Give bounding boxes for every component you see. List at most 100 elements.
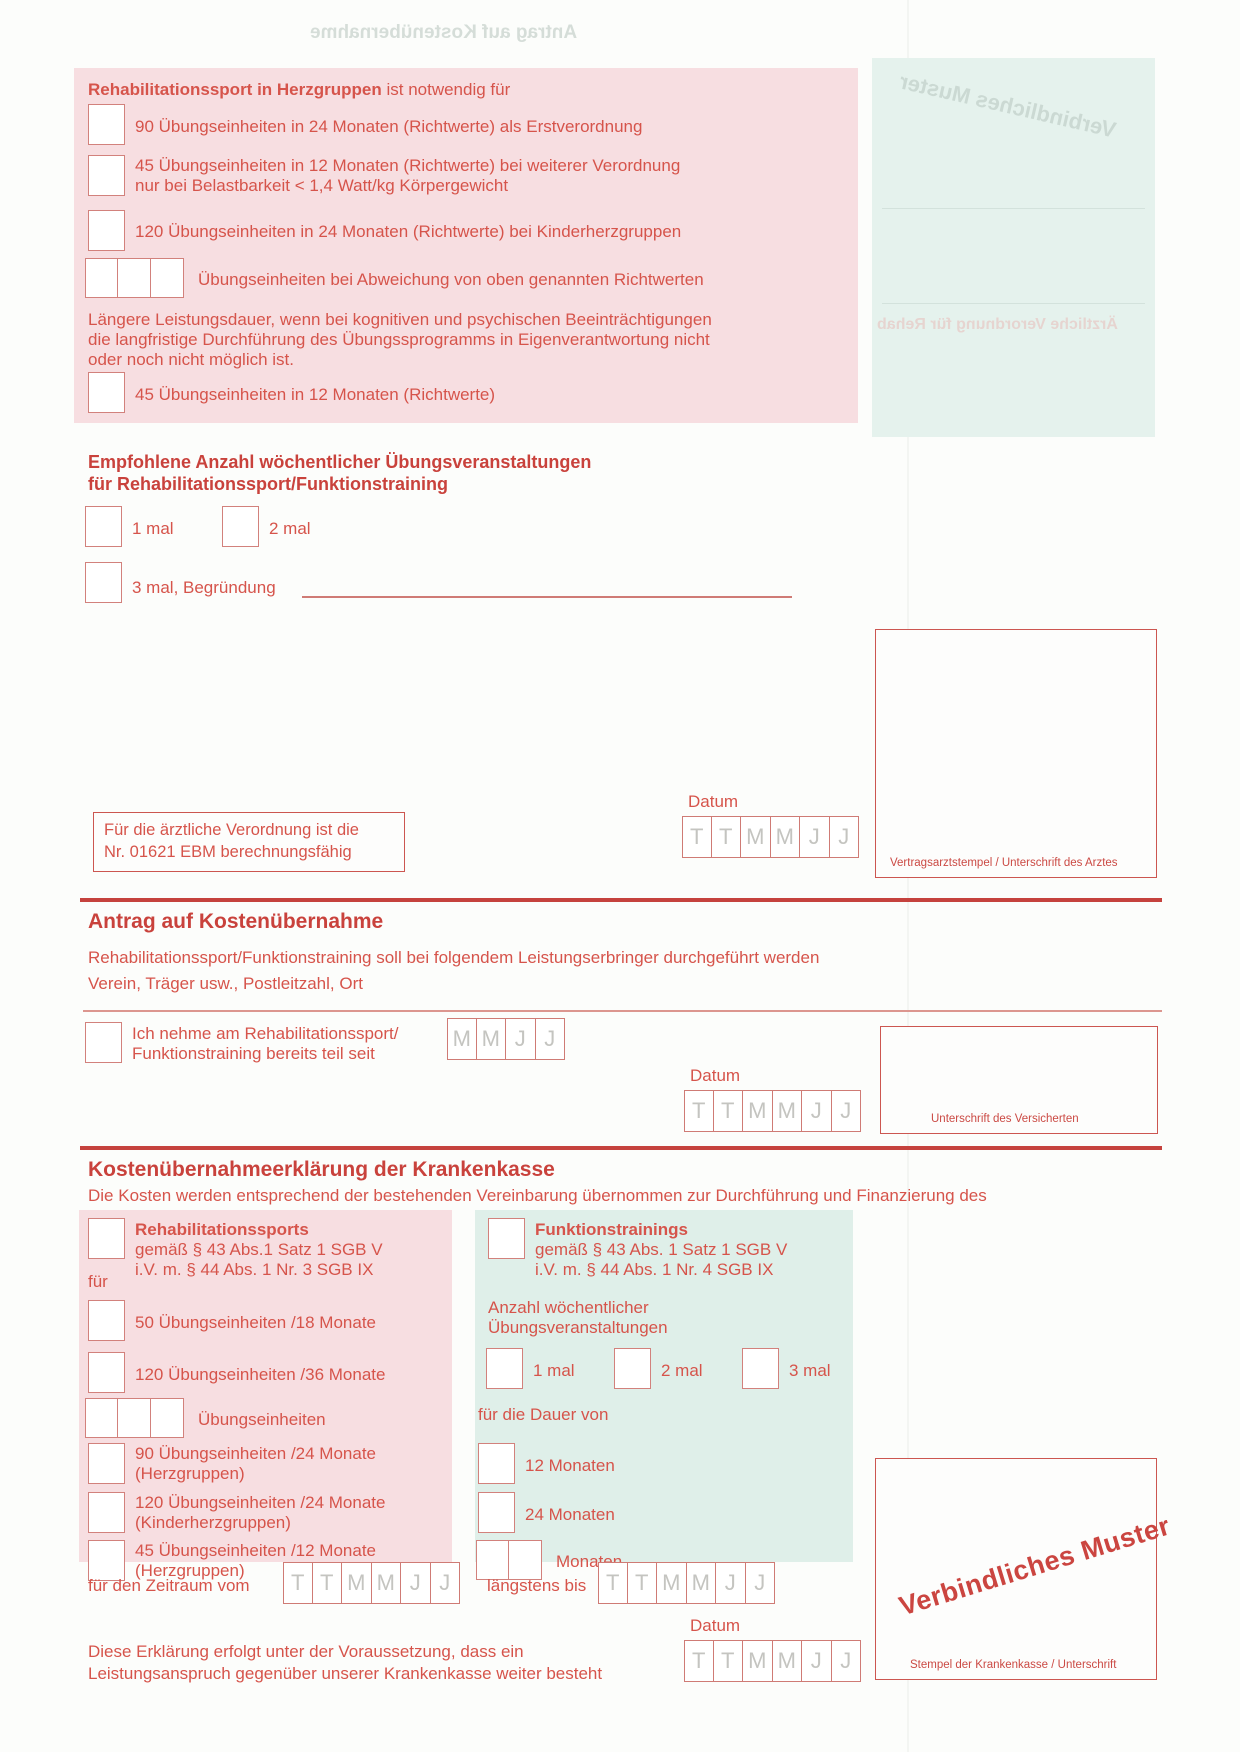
- checkbox-24-monaten[interactable]: [478, 1492, 515, 1533]
- zeitraum-vom-cells[interactable]: T T M M J J: [283, 1562, 460, 1604]
- label-90ue-24m-herz: 90 Übungseinheiten /24 Monate: [135, 1444, 377, 1463]
- date-cell-j[interactable]: J: [430, 1562, 460, 1604]
- date-cell-t[interactable]: T: [312, 1562, 342, 1604]
- checkbox-w-2mal[interactable]: [614, 1348, 651, 1389]
- date-cell-m[interactable]: M: [476, 1018, 506, 1060]
- date-cell-j[interactable]: J: [831, 1640, 861, 1682]
- arzt-stamp-caption: Vertragsarztstempel / Unterschrift des A…: [890, 857, 1118, 869]
- arzt-datum-cells[interactable]: T T M M J J: [682, 816, 859, 858]
- kk-datum-cells[interactable]: T T M M J J: [684, 1640, 861, 1682]
- date-cell-t[interactable]: T: [713, 1640, 743, 1682]
- digit-cell[interactable]: [151, 258, 184, 298]
- checkbox-w-1mal[interactable]: [486, 1348, 523, 1389]
- begruendung-write-line[interactable]: [302, 596, 792, 598]
- versicherter-datum-cells[interactable]: T T M M J J: [684, 1090, 861, 1132]
- date-cell-t[interactable]: T: [713, 1090, 743, 1132]
- date-cell-j[interactable]: J: [802, 1640, 832, 1682]
- label-w-3mal: 3 mal: [789, 1361, 831, 1380]
- date-cell-j[interactable]: J: [745, 1562, 775, 1604]
- showthrough-line: [882, 208, 1145, 209]
- label-uebungseinheiten: Übungseinheiten: [198, 1410, 326, 1429]
- monate-anzahl-input[interactable]: [476, 1540, 542, 1580]
- laengere-text-3: oder noch nicht möglich ist.: [88, 350, 294, 369]
- label-50ue-18m: 50 Übungseinheiten /18 Monate: [135, 1313, 377, 1332]
- date-cell-m[interactable]: M: [741, 816, 771, 858]
- date-cell-j[interactable]: J: [401, 1562, 431, 1604]
- date-cell-j[interactable]: J: [506, 1018, 536, 1060]
- date-cell-t[interactable]: T: [283, 1562, 313, 1604]
- erklaerung-line-2: Leistungsanspruch gegenüber unserer Kran…: [88, 1664, 603, 1683]
- date-cell-t[interactable]: T: [627, 1562, 657, 1604]
- abweichung-ue-input[interactable]: [85, 258, 184, 298]
- label-anzahl-2: Übungsveranstaltungen: [488, 1318, 668, 1337]
- label-rehasport-gesetz-2: i.V. m. § 44 Abs. 1 Nr. 3 SGB IX: [135, 1260, 374, 1279]
- date-cell-j[interactable]: J: [535, 1018, 565, 1060]
- checkbox-45-ue-12m[interactable]: [88, 372, 125, 413]
- checkbox-45ue-12m-herz[interactable]: [88, 1540, 125, 1581]
- checkbox-120ue-24m-kinderherz[interactable]: [88, 1492, 125, 1533]
- checkbox-90-ue-24m[interactable]: [88, 104, 125, 145]
- digit-cell[interactable]: [509, 1540, 542, 1580]
- digit-cell[interactable]: [85, 258, 118, 298]
- label-zeitraum-vom: für den Zeitraum vom: [88, 1576, 250, 1595]
- unterschrift-box[interactable]: Unterschrift des Versicherten: [880, 1026, 1158, 1134]
- label-anzahl-1: Anzahl wöchentlicher: [488, 1298, 649, 1317]
- digit-cell[interactable]: [85, 1398, 118, 1438]
- checkbox-50ue-18m[interactable]: [88, 1300, 125, 1341]
- date-cell-t[interactable]: T: [711, 816, 741, 858]
- label-funktion-gesetz-1: gemäß § 43 Abs. 1 Satz 1 SGB V: [535, 1240, 788, 1259]
- label-24-monaten: 24 Monaten: [525, 1505, 615, 1524]
- reha-panel: [79, 1210, 452, 1562]
- checkbox-12-monaten[interactable]: [478, 1443, 515, 1484]
- digit-cell[interactable]: [476, 1540, 509, 1580]
- date-cell-m[interactable]: M: [772, 1090, 802, 1132]
- verein-write-line[interactable]: [83, 1010, 1162, 1012]
- date-cell-m[interactable]: M: [342, 1562, 372, 1604]
- date-cell-t[interactable]: T: [684, 1090, 714, 1132]
- digit-cell[interactable]: [151, 1398, 184, 1438]
- date-cell-t[interactable]: T: [598, 1562, 628, 1604]
- date-cell-m[interactable]: M: [772, 1640, 802, 1682]
- date-cell-m[interactable]: M: [371, 1562, 401, 1604]
- checkbox-90ue-24m-herz[interactable]: [88, 1443, 125, 1484]
- checkbox-funktionstraining[interactable]: [488, 1218, 525, 1259]
- digit-cell[interactable]: [118, 258, 151, 298]
- date-cell-m[interactable]: M: [743, 1090, 773, 1132]
- date-cell-m[interactable]: M: [657, 1562, 687, 1604]
- checkbox-120ue-36m[interactable]: [88, 1352, 125, 1393]
- label-120ue-24m-kinderherz-2: (Kinderherzgruppen): [135, 1513, 291, 1532]
- checkbox-rehasport[interactable]: [88, 1218, 125, 1259]
- ue-anzahl-input[interactable]: [85, 1398, 184, 1438]
- date-cell-j[interactable]: J: [802, 1090, 832, 1132]
- date-cell-j[interactable]: J: [829, 816, 859, 858]
- kk-subtext: Die Kosten werden entsprechend der beste…: [88, 1186, 987, 1205]
- checkbox-3mal[interactable]: [85, 562, 122, 603]
- teilnahme-seit-cells[interactable]: M M J J: [447, 1018, 565, 1060]
- label-12-monaten: 12 Monaten: [525, 1456, 615, 1475]
- date-cell-j[interactable]: J: [800, 816, 830, 858]
- checkbox-120-ue-24m-kinder[interactable]: [88, 210, 125, 251]
- krankenkasse-stamp-box[interactable]: Verbindliches Muster Stempel der Kranken…: [875, 1458, 1174, 1680]
- date-cell-j[interactable]: J: [716, 1562, 746, 1604]
- date-cell-t[interactable]: T: [684, 1640, 714, 1682]
- checkbox-teilnahme[interactable]: [85, 1022, 122, 1063]
- checkbox-2mal[interactable]: [222, 506, 259, 547]
- date-cell-j[interactable]: J: [831, 1090, 861, 1132]
- checkbox-45-ue-12m-weitere[interactable]: [88, 155, 125, 196]
- label-120ue-36m: 120 Übungseinheiten /36 Monate: [135, 1365, 386, 1384]
- laengstens-bis-cells[interactable]: T T M M J J: [598, 1562, 775, 1604]
- label-w-2mal: 2 mal: [661, 1361, 703, 1380]
- digit-cell[interactable]: [118, 1398, 151, 1438]
- date-cell-m[interactable]: M: [770, 816, 800, 858]
- checkbox-1mal[interactable]: [85, 506, 122, 547]
- date-cell-m[interactable]: M: [686, 1562, 716, 1604]
- arzt-stamp-box[interactable]: Vertragsarztstempel / Unterschrift des A…: [875, 629, 1157, 878]
- label-90ue-24m-herz-2: (Herzgruppen): [135, 1464, 245, 1483]
- date-cell-m[interactable]: M: [447, 1018, 477, 1060]
- showthrough-muster: Verbindliches Muster: [897, 68, 1119, 143]
- label-45ue-12m-herz: 45 Übungseinheiten /12 Monate: [135, 1541, 377, 1560]
- date-cell-t[interactable]: T: [682, 816, 712, 858]
- date-cell-m[interactable]: M: [743, 1640, 773, 1682]
- checkbox-w-3mal[interactable]: [742, 1348, 779, 1389]
